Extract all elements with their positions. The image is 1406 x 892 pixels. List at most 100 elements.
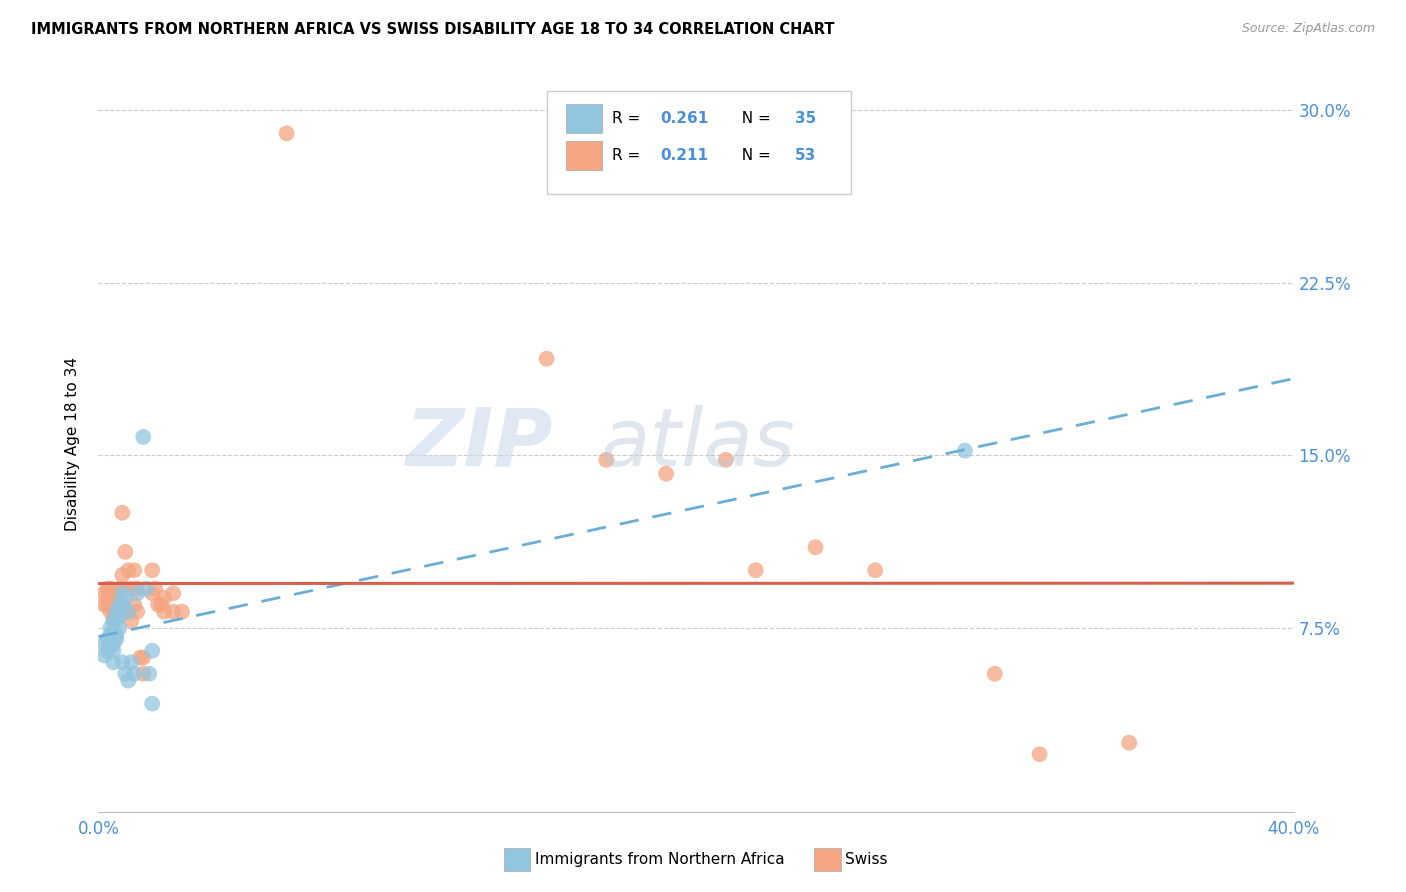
Point (96, 591, 118, 605)
Point (105, 598, 128, 612)
Point (98, 605, 122, 619)
Point (536, 351, 558, 366)
Point (117, 563, 139, 577)
Point (120, 655, 142, 669)
Point (108, 621, 131, 635)
Point (162, 586, 184, 600)
Point (595, 453, 617, 467)
Point (1118, 736, 1140, 750)
Point (138, 666, 160, 681)
Point (108, 609, 131, 624)
Point (114, 666, 136, 681)
Point (132, 666, 155, 681)
Point (120, 582, 142, 596)
Text: Immigrants from Northern Africa: Immigrants from Northern Africa (534, 852, 785, 867)
Point (111, 567, 134, 582)
Point (98, 627, 122, 641)
Point (111, 586, 134, 600)
Point (141, 644, 163, 658)
FancyBboxPatch shape (547, 90, 852, 194)
Point (98, 591, 122, 605)
Point (148, 598, 170, 612)
Point (96, 598, 118, 612)
Point (98, 621, 122, 635)
Point (162, 605, 184, 619)
Point (103, 637, 125, 651)
Point (141, 586, 163, 600)
Text: R =: R = (613, 111, 645, 126)
FancyBboxPatch shape (565, 103, 602, 133)
Point (745, 563, 768, 577)
Point (984, 666, 1007, 681)
FancyBboxPatch shape (814, 847, 841, 871)
Point (120, 614, 142, 628)
Point (103, 586, 125, 600)
Text: 35: 35 (796, 111, 817, 126)
Point (105, 627, 128, 641)
Point (127, 582, 149, 596)
Text: Swiss: Swiss (845, 852, 887, 867)
Point (117, 605, 139, 619)
Point (93, 598, 115, 612)
Point (103, 614, 125, 628)
Point (103, 614, 125, 628)
FancyBboxPatch shape (565, 141, 602, 170)
Text: Source: ZipAtlas.com: Source: ZipAtlas.com (1241, 22, 1375, 36)
Point (93, 648, 115, 663)
Point (132, 430, 155, 444)
Point (105, 605, 128, 619)
Point (96, 632, 118, 647)
Point (93, 586, 115, 600)
Text: N =: N = (733, 148, 776, 163)
Y-axis label: Disability Age 18 to 34: Disability Age 18 to 34 (65, 357, 80, 531)
Point (153, 605, 176, 619)
Text: 53: 53 (796, 148, 817, 163)
Point (96, 644, 118, 658)
Point (111, 598, 134, 612)
Point (124, 666, 146, 681)
Point (111, 506, 134, 520)
Point (117, 605, 139, 619)
Point (98, 582, 122, 596)
Point (108, 598, 131, 612)
Point (865, 563, 887, 577)
Point (141, 697, 163, 711)
Point (655, 467, 678, 481)
Point (105, 614, 128, 628)
Point (114, 545, 136, 559)
Text: atlas: atlas (600, 405, 796, 483)
Point (953, 443, 976, 458)
Point (114, 582, 136, 596)
Point (108, 582, 131, 596)
Point (124, 598, 146, 612)
Point (276, 126, 298, 140)
Text: R =: R = (613, 148, 645, 163)
Point (103, 605, 125, 619)
Point (127, 586, 149, 600)
Point (103, 625, 125, 640)
Point (105, 591, 128, 605)
Point (132, 650, 155, 665)
Text: ZIP: ZIP (405, 405, 553, 483)
Text: N =: N = (733, 111, 776, 126)
Point (135, 582, 157, 596)
Point (98, 637, 122, 651)
Point (1028, 747, 1050, 762)
Point (124, 563, 146, 577)
Point (150, 598, 173, 612)
FancyBboxPatch shape (503, 847, 530, 871)
Point (714, 453, 737, 467)
Point (141, 563, 163, 577)
Text: IMMIGRANTS FROM NORTHERN AFRICA VS SWISS DISABILITY AGE 18 TO 34 CORRELATION CHA: IMMIGRANTS FROM NORTHERN AFRICA VS SWISS… (31, 22, 834, 37)
Point (93, 637, 115, 651)
Point (105, 632, 128, 647)
Point (103, 598, 125, 612)
Point (114, 591, 136, 605)
Point (127, 605, 149, 619)
Point (804, 541, 827, 555)
Text: 0.261: 0.261 (661, 111, 709, 126)
Text: 0.211: 0.211 (661, 148, 709, 163)
Point (129, 650, 152, 665)
Point (108, 598, 131, 612)
Point (103, 655, 125, 669)
